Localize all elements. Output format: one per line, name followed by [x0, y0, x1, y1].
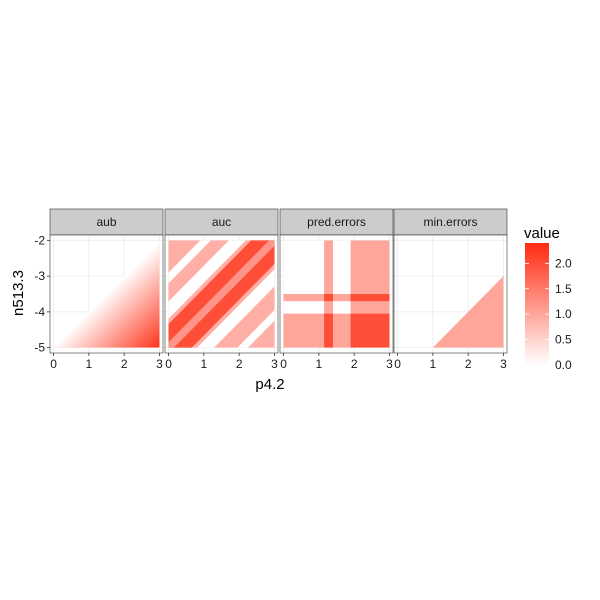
facet-panels: aub auc pred.errors min.errors	[49, 208, 508, 354]
legend-colorbar	[525, 243, 549, 365]
y-axis-ticks: -5 -4 -3 -2	[34, 233, 50, 355]
panel-border	[164, 234, 279, 354]
x-tick-label: 3	[156, 357, 163, 371]
y-tick-label: -2	[34, 233, 45, 247]
x-tick-label: 1	[86, 357, 93, 371]
facet-strip	[164, 208, 279, 236]
facet-strip	[393, 208, 508, 236]
x-tick-label: 1	[316, 357, 323, 371]
x-tick-label: 0	[50, 357, 57, 371]
legend-ticks: 0.0 0.5 1.0 1.5 2.0	[525, 256, 572, 372]
y-tick-label: -3	[34, 269, 45, 283]
legend-tick-label: 0.0	[555, 358, 572, 372]
heatmap-tiles	[53, 240, 160, 348]
heatmap-overlap	[324, 313, 333, 348]
facet-strip	[49, 208, 164, 236]
heatmap-overlap	[350, 313, 390, 348]
panel-border	[279, 234, 394, 354]
x-tick-label: 0	[165, 357, 172, 371]
x-tick-label: 2	[351, 357, 358, 371]
panel-grid	[394, 235, 507, 353]
x-tick-label: 1	[430, 357, 437, 371]
y-tick-label: -5	[34, 341, 45, 355]
x-tick-label: 2	[121, 357, 128, 371]
color-legend: value 0.0 0.5 1.0 1.5 2.0	[524, 225, 572, 372]
x-tick-label: 3	[271, 357, 278, 371]
facet-strip-label: auc	[212, 215, 231, 229]
heatmap-overlap	[350, 294, 390, 302]
x-tick-label: 3	[386, 357, 393, 371]
x-tick-label: 2	[236, 357, 243, 371]
facet-panel-min-errors: min.errors	[393, 208, 508, 354]
panel-border	[49, 234, 164, 354]
facet-panel-aub: aub	[49, 208, 164, 354]
x-axis-label: p4.2	[255, 376, 284, 393]
heatmap-tiles	[432, 276, 504, 348]
heatmap-region	[432, 276, 504, 348]
legend-tick-label: 1.0	[555, 307, 572, 321]
panel-border	[393, 234, 508, 354]
facet-strip	[279, 208, 394, 236]
heatmap-region	[53, 240, 160, 348]
legend-tick-label: 1.5	[555, 282, 572, 296]
x-tick-label: 0	[394, 357, 401, 371]
facet-panel-auc: auc	[164, 208, 279, 354]
legend-title: value	[524, 225, 560, 242]
heatmap-region	[168, 240, 275, 348]
heatmap-region	[168, 240, 211, 284]
legend-tick-label: 2.0	[555, 256, 572, 270]
heatmap-tiles	[168, 240, 275, 348]
y-axis-label: n513.3	[10, 270, 27, 316]
heatmap-region	[283, 294, 390, 302]
x-tick-label: 2	[465, 357, 472, 371]
heatmap-overlap	[324, 294, 333, 302]
facet-strip-label: min.errors	[423, 215, 477, 229]
x-tick-label: 1	[201, 357, 208, 371]
heatmap-region	[237, 310, 275, 348]
heatmap-region	[197, 269, 275, 348]
legend-tick-label: 0.5	[555, 333, 572, 347]
y-tick-label: -4	[34, 305, 45, 319]
facet-strip-label: aub	[96, 215, 116, 229]
x-tick-label: 0	[280, 357, 287, 371]
facet-strip-label: pred.errors	[307, 215, 366, 229]
facet-panel-pred-errors: pred.errors	[279, 208, 394, 354]
x-tick-label: 3	[500, 357, 507, 371]
heatmap-tiles	[283, 240, 390, 348]
